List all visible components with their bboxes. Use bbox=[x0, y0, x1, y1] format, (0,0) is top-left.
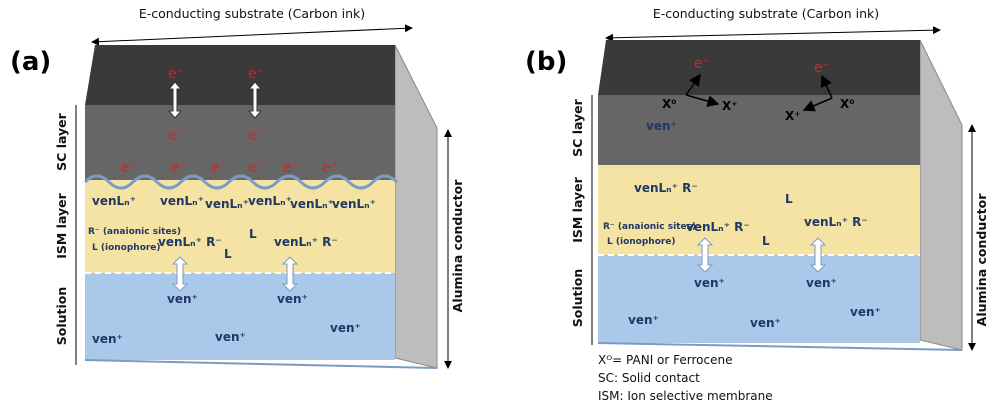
layer-label: Solution bbox=[570, 269, 585, 328]
side-label: Alumina conductor bbox=[974, 193, 989, 327]
species: L (ionophore) bbox=[607, 237, 676, 247]
layer-label: SC layer bbox=[570, 98, 585, 156]
base-edge bbox=[85, 360, 437, 368]
species: L (ionophore) bbox=[92, 243, 161, 253]
panel-label: (b) bbox=[525, 47, 567, 77]
species: X⁰ bbox=[662, 97, 677, 111]
solution-layer bbox=[85, 273, 395, 360]
note: SC: Solid contact bbox=[598, 371, 700, 385]
species: venLₙ⁺ R⁻ bbox=[804, 215, 868, 229]
note: ISM: Ion selective membrane bbox=[598, 389, 773, 403]
top-face bbox=[598, 40, 920, 95]
dimension-arrow bbox=[606, 30, 940, 38]
species: e⁻ bbox=[694, 56, 710, 72]
base-edge bbox=[598, 343, 962, 350]
species: e⁻ bbox=[171, 160, 187, 176]
species: ven⁺ bbox=[646, 119, 677, 133]
species: ven⁺ bbox=[628, 313, 659, 327]
top-face bbox=[85, 45, 395, 105]
diagram: E-conducting substrate (Carbon ink) (a) … bbox=[0, 0, 992, 407]
panel-a: E-conducting substrate (Carbon ink) (a) … bbox=[10, 6, 465, 368]
top-label: E-conducting substrate (Carbon ink) bbox=[653, 6, 879, 21]
species: e⁻ bbox=[121, 160, 137, 176]
species: e⁻ bbox=[248, 66, 264, 82]
species: ven⁺ bbox=[330, 321, 361, 335]
species: L bbox=[785, 192, 793, 206]
species: X⁺ bbox=[722, 99, 738, 113]
species: e⁻ bbox=[168, 66, 184, 82]
species: venLₙ⁺ bbox=[290, 197, 334, 211]
species: ven⁺ bbox=[750, 316, 781, 330]
species: e⁻ bbox=[168, 128, 184, 144]
panel-b: E-conducting substrate (Carbon ink) (b) … bbox=[525, 6, 989, 403]
species: e⁻ bbox=[283, 160, 299, 176]
species: R⁻ (anaionic sites) bbox=[603, 222, 696, 232]
species: venLₙ⁺ bbox=[92, 194, 136, 208]
side-label: Alumina conductor bbox=[450, 179, 465, 313]
side-wall bbox=[395, 45, 437, 368]
species: ven⁺ bbox=[277, 292, 308, 306]
layer-label: SC layer bbox=[54, 112, 69, 170]
species: L bbox=[249, 227, 257, 241]
species: ven⁺ bbox=[215, 330, 246, 344]
side-wall bbox=[920, 40, 962, 350]
species: venLₙ⁺ bbox=[205, 197, 249, 211]
layer-label: Solution bbox=[54, 287, 69, 346]
species: e⁻ bbox=[248, 160, 264, 176]
species: e⁻ bbox=[322, 160, 338, 176]
top-label: E-conducting substrate (Carbon ink) bbox=[139, 6, 365, 21]
species: ven⁺ bbox=[694, 276, 725, 290]
species: L bbox=[762, 234, 770, 248]
species: venLₙ⁺ bbox=[248, 194, 292, 208]
layer-label: ISM layer bbox=[54, 192, 69, 258]
dimension-arrow bbox=[92, 28, 412, 42]
species: venLₙ⁺ R⁻ bbox=[274, 235, 338, 249]
layer-label: ISM layer bbox=[570, 176, 585, 242]
species: L bbox=[224, 247, 232, 261]
species: venLₙ⁺ R⁻ bbox=[158, 235, 222, 249]
species: ven⁺ bbox=[850, 305, 881, 319]
species: X⁺ bbox=[785, 109, 801, 123]
species: venLₙ⁺ bbox=[332, 197, 376, 211]
species: ven⁺ bbox=[806, 276, 837, 290]
species: venLₙ⁺ R⁻ bbox=[686, 220, 750, 234]
panel-label: (a) bbox=[10, 47, 51, 77]
species: e⁻ bbox=[814, 60, 830, 76]
note: Xᴼ= PANI or Ferrocene bbox=[598, 353, 732, 367]
species: ven⁺ bbox=[167, 292, 198, 306]
species: venLₙ⁺ bbox=[160, 194, 204, 208]
species: X⁰ bbox=[840, 97, 855, 111]
species: ven⁺ bbox=[92, 332, 123, 346]
species: e⁻ bbox=[248, 128, 264, 144]
species: e⁻ bbox=[211, 160, 227, 176]
species: venLₙ⁺ R⁻ bbox=[634, 181, 698, 195]
